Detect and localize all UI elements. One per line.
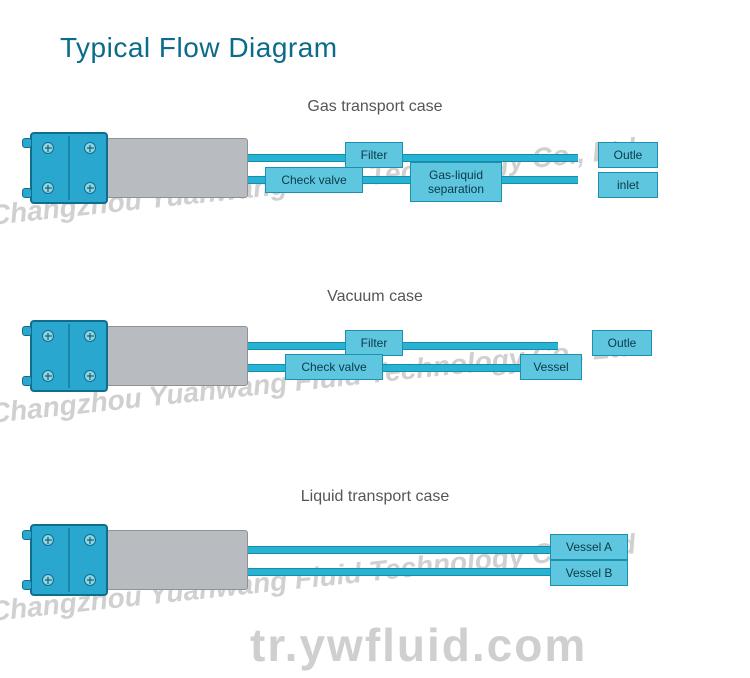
flow-box: Outle	[598, 142, 658, 168]
screw-icon	[42, 182, 54, 194]
flow-section-vacuum: FilterCheck valve Vessel Outle	[30, 320, 720, 402]
screw-icon	[84, 534, 96, 546]
flow-box: Check valve	[285, 354, 383, 380]
pump-mount-bracket	[22, 376, 32, 386]
pump-mount-bracket	[22, 530, 32, 540]
flow-box: Vessel	[520, 354, 582, 380]
page-title: Typical Flow Diagram	[60, 32, 338, 64]
flow-box: inlet	[598, 172, 658, 198]
flow-section-gas: FilterCheck valve Gas-liquid separation Ou…	[30, 132, 720, 214]
pump-assembly	[30, 320, 250, 392]
flow-box: Vessel B	[550, 560, 628, 586]
pump-mount-bracket	[22, 138, 32, 148]
screw-icon	[84, 142, 96, 154]
section-subtitle-liquid: Liquid transport case	[0, 488, 750, 506]
flow-box: Outle	[592, 330, 652, 356]
screw-icon	[42, 370, 54, 382]
screw-icon	[84, 370, 96, 382]
flow-box: Gas-liquid separation	[410, 162, 502, 202]
footer-watermark: tr.ywfluid.com	[250, 618, 587, 672]
screw-icon	[42, 330, 54, 342]
section-subtitle-vacuum: Vacuum case	[0, 288, 750, 306]
screw-icon	[84, 574, 96, 586]
pump-motor-body	[106, 530, 248, 590]
pump-motor-body	[106, 326, 248, 386]
screw-icon	[42, 142, 54, 154]
flow-box: Check valve	[265, 167, 363, 193]
screw-icon	[84, 182, 96, 194]
flow-section-liquid: Vessel AVessel B	[30, 524, 720, 606]
pump-assembly	[30, 524, 250, 596]
screw-icon	[42, 574, 54, 586]
pump-mount-bracket	[22, 580, 32, 590]
screw-icon	[84, 330, 96, 342]
screw-icon	[42, 534, 54, 546]
pump-mount-bracket	[22, 326, 32, 336]
pump-mount-bracket	[22, 188, 32, 198]
flow-box: Filter	[345, 142, 403, 168]
pump-assembly	[30, 132, 250, 204]
flow-box: Vessel A	[550, 534, 628, 560]
flow-box: Filter	[345, 330, 403, 356]
pump-motor-body	[106, 138, 248, 198]
section-subtitle-gas: Gas transport case	[0, 98, 750, 116]
